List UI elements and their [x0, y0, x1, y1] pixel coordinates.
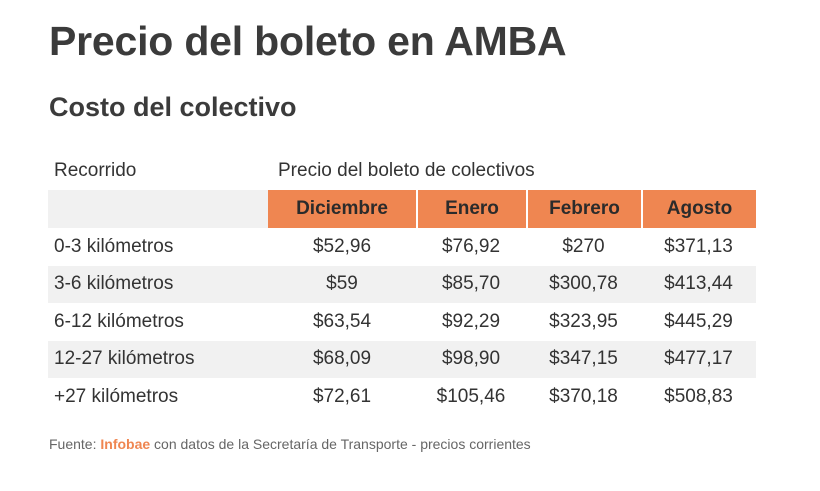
header-blank-cell [48, 190, 268, 228]
table-row: 0-3 kilómetros $52,96 $76,92 $270 $371,13 [48, 228, 756, 266]
price-cell: $323,95 [549, 310, 618, 332]
price-cell: $68,09 [312, 348, 372, 370]
source-prefix: Fuente: [49, 436, 101, 452]
price-cell: $413,44 [664, 273, 733, 295]
row-label: 3-6 kilómetros [54, 273, 174, 295]
table-row: 3-6 kilómetros $59 $85,70 $300,78 $413,44 [48, 265, 756, 303]
table-row: 6-12 kilómetros $63,54 $92,29 $323,95 $445,2… [48, 303, 756, 341]
price-cell: $76,92 [441, 235, 501, 257]
row-label: +27 kilómetros [54, 385, 179, 407]
table-row: 12-27 kilómetros $68,09 $98,90 $347,15 $477,… [48, 340, 756, 378]
fare-table: Recorrido Precio del boleto de colectivo… [48, 152, 756, 416]
table-header-row: Diciembre Enero Febrero Agosto [48, 190, 756, 228]
source-note: Fuente: Infobae con datos de la Secretar… [49, 436, 531, 452]
table-row: +27 kilómetros $72,61 $105,46 $370,18 $508,8… [48, 378, 756, 416]
row-label: 12-27 kilómetros [54, 348, 195, 370]
price-cell: $72,61 [312, 385, 372, 407]
price-cell: $92,29 [441, 310, 501, 332]
price-cell: $85,70 [441, 273, 501, 295]
row-label: 0-3 kilómetros [54, 235, 174, 257]
column-header-enero: Enero [416, 190, 526, 228]
row-label: 6-12 kilómetros [54, 310, 184, 332]
page-subtitle: Costo del colectivo [49, 92, 297, 122]
price-cell: $477,17 [664, 348, 733, 370]
source-brand: Infobae [100, 436, 151, 452]
price-cell: $371,13 [664, 235, 733, 257]
price-cell: $98,90 [441, 348, 501, 370]
table-body: 0-3 kilómetros $52,96 $76,92 $270 $371,13 3-6… [48, 228, 756, 416]
price-cell: $270 [562, 235, 605, 257]
page-title: Precio del boleto en AMBA [49, 18, 567, 64]
column-header-diciembre: Diciembre [268, 190, 416, 228]
price-cell: $105,46 [436, 385, 506, 407]
price-cell: $300,78 [549, 273, 618, 295]
table-super-header: Recorrido Precio del boleto de colectivo… [48, 152, 756, 190]
column-header-febrero: Febrero [526, 190, 641, 228]
price-cell: $63,54 [312, 310, 372, 332]
price-cell: $508,83 [664, 385, 733, 407]
price-cell: $445,29 [664, 310, 733, 332]
price-cell: $52,96 [312, 235, 372, 257]
source-suffix: con datos de la Secretaría de Transporte… [150, 436, 531, 452]
column-header-agosto: Agosto [641, 190, 756, 228]
group-header-label: Precio del boleto de colectivos [278, 160, 535, 181]
price-cell: $59 [326, 273, 358, 295]
price-cell: $347,15 [549, 348, 618, 370]
price-cell: $370,18 [549, 385, 618, 407]
row-header-label: Recorrido [54, 160, 137, 181]
